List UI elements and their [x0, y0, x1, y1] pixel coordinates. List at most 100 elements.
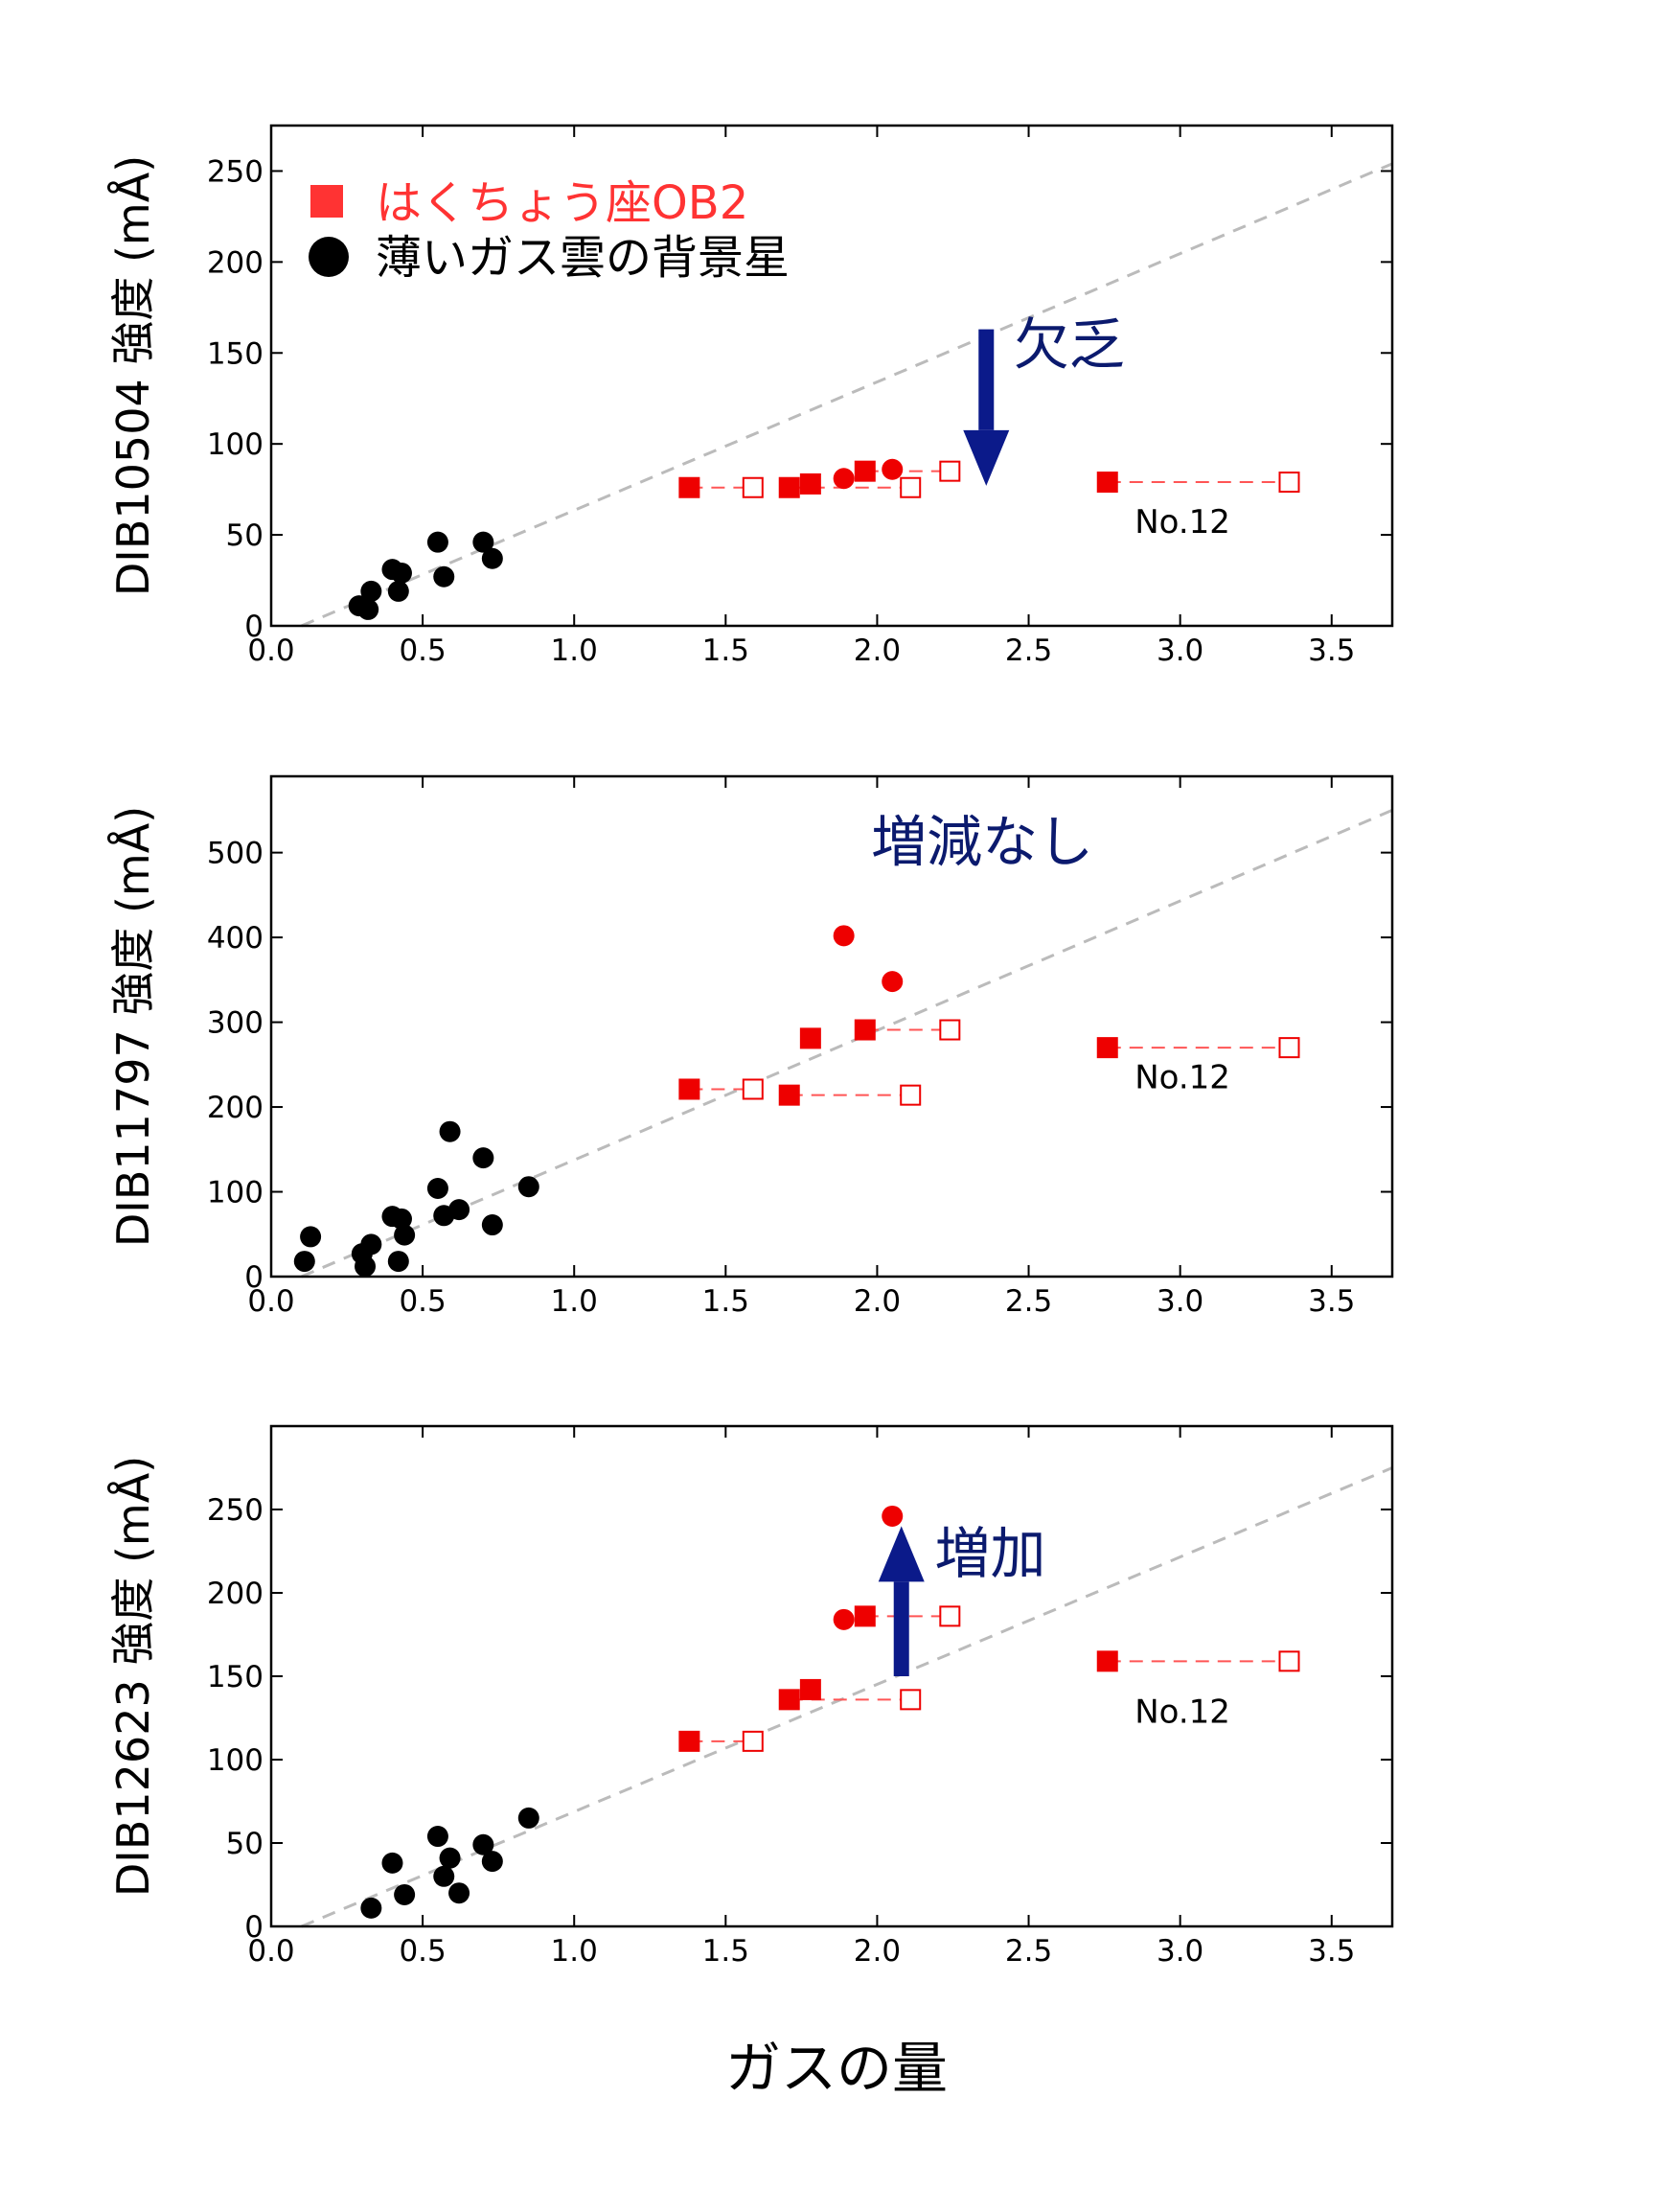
x-tick-label: 1.5 [702, 634, 749, 668]
data-point [833, 468, 855, 490]
data-point [799, 1678, 821, 1700]
data-point [439, 1847, 461, 1869]
data-point [387, 1251, 409, 1273]
data-point [481, 547, 503, 569]
data-point [833, 925, 855, 947]
panel-3: 増加 No.12 0.0 0.5 1.0 1.5 2.0 2.5 3.0 3.5 0 50 100 150… [107, 1424, 1394, 1969]
x-tick-label: 2.5 [1005, 634, 1052, 668]
x-tick-label: 0.0 [247, 634, 294, 668]
y-tick-label: 250 [207, 1493, 264, 1528]
data-point [882, 458, 904, 480]
x-tick-label: 0.5 [399, 1284, 446, 1319]
x-tick-label: 1.0 [551, 1934, 598, 1969]
data-point [481, 1851, 503, 1873]
panels: 欠乏 No.12 0.0 0.5 1.0 1.5 2.0 2.5 3.0 3.5 0 50 100 150… [107, 124, 1394, 1969]
plot-frame [269, 1424, 1394, 1928]
data-point [357, 598, 379, 620]
x-tick-label: 1.0 [551, 1284, 598, 1319]
data-point [1278, 1037, 1300, 1059]
y-tick-label: 150 [207, 336, 264, 371]
data-point [355, 1256, 377, 1278]
x-tick-label: 3.0 [1157, 1284, 1203, 1319]
data-point [390, 1208, 412, 1230]
x-tick-label: 3.5 [1308, 1284, 1355, 1319]
data-point [472, 531, 494, 553]
data-point [882, 971, 904, 993]
y-tick-label: 100 [207, 1176, 264, 1210]
x-tick-label: 3.5 [1308, 1934, 1355, 1969]
data-point [1096, 472, 1118, 494]
y-axis-label: DIB11797 強度 (mÅ) [107, 806, 159, 1247]
legend-label-cygnus-ob2: はくちょう座OB2 [376, 176, 748, 230]
plot-frame [269, 774, 1394, 1279]
y-tick-label: 150 [207, 1660, 264, 1694]
y-tick-label: 250 [207, 154, 264, 189]
data-point [854, 1019, 876, 1041]
x-tick-label: 2.5 [1005, 1284, 1052, 1319]
data-point [1096, 1037, 1118, 1059]
data-point [799, 472, 821, 495]
annotation-label: 増減なし [871, 809, 1093, 874]
plot-frame [269, 124, 1394, 628]
y-tick-label: 200 [207, 1577, 264, 1611]
y-axis-label: DIB12623 強度 (mÅ) [107, 1456, 159, 1897]
x-tick-label: 3.0 [1157, 634, 1203, 668]
data-point [854, 460, 876, 482]
data-point [433, 565, 455, 588]
data-point [678, 1730, 700, 1752]
y-tick-label: 100 [207, 427, 264, 462]
data-point [517, 1807, 539, 1829]
y-tick-label: 200 [207, 245, 264, 280]
data-point [939, 1019, 961, 1041]
down-arrow-icon [963, 429, 1010, 486]
legend-red-square-marker [310, 185, 343, 218]
data-point [293, 1251, 315, 1273]
y-tick-label: 0 [244, 1260, 264, 1295]
panel-1: 欠乏 No.12 0.0 0.5 1.0 1.5 2.0 2.5 3.0 3.5 0 50 100 150… [107, 124, 1394, 668]
x-tick-label: 1.5 [702, 1284, 749, 1319]
x-tick-label: 0.5 [399, 634, 446, 668]
legend: はくちょう座OB2 薄いガス雲の背景星 [309, 176, 790, 285]
x-tick-label: 0.5 [399, 1934, 446, 1969]
data-point [939, 460, 961, 482]
data-point [678, 476, 700, 498]
arrow-shaft [893, 1581, 909, 1676]
data-point [472, 1833, 494, 1855]
y-tick-label: 50 [226, 1827, 264, 1861]
data-point [426, 1177, 448, 1199]
x-tick-label: 1.0 [551, 634, 598, 668]
data-point [882, 1505, 904, 1527]
x-tick-label: 0.0 [247, 1284, 294, 1319]
data-point [742, 1078, 764, 1100]
x-tick-label: 1.5 [702, 1934, 749, 1969]
annotation-label: 欠乏 [1014, 312, 1125, 378]
data-point [300, 1226, 322, 1248]
y-axis-label: DIB10504 強度 (mÅ) [107, 155, 159, 596]
x-tick-label: 2.0 [854, 1934, 901, 1969]
data-point [481, 1214, 503, 1236]
data-point [426, 531, 448, 553]
data-point [1278, 472, 1300, 494]
data-point [472, 1147, 494, 1169]
data-point [394, 1883, 416, 1905]
data-point [360, 580, 382, 602]
y-tick-label: 400 [207, 921, 264, 956]
data-point [448, 1199, 470, 1221]
y-tick-label: 500 [207, 837, 264, 871]
data-point [939, 1605, 961, 1627]
data-point [517, 1176, 539, 1198]
data-point [778, 1084, 800, 1106]
y-tick-label: 200 [207, 1091, 264, 1125]
data-point [854, 1605, 876, 1627]
data-point [742, 1730, 764, 1752]
data-point [900, 1084, 922, 1106]
data-point [448, 1882, 470, 1904]
x-axis-label: ガスの量 [725, 2036, 948, 2101]
arrow-shaft [978, 329, 995, 430]
data-point [900, 476, 922, 498]
data-point [799, 1027, 821, 1049]
y-tick-label: 100 [207, 1743, 264, 1778]
y-tick-label: 0 [244, 610, 264, 644]
data-point [381, 1852, 403, 1874]
